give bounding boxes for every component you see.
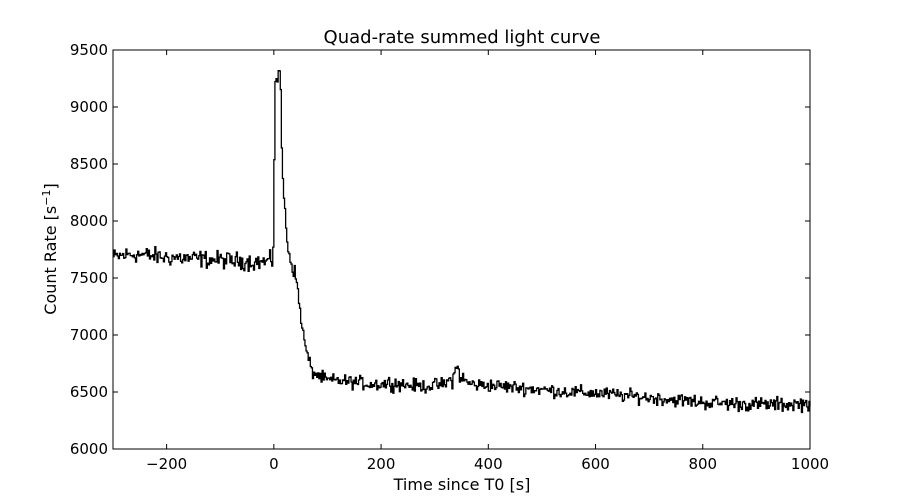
x-tick-label: 0 <box>269 455 279 473</box>
x-axis-label: Time since T0 [s] <box>393 475 531 494</box>
y-tick-label: 7000 <box>70 326 108 344</box>
y-tick-label: 7500 <box>70 269 108 287</box>
x-tick-label: 400 <box>474 455 503 473</box>
y-axis-label: Count Rate [s−1] <box>40 183 61 314</box>
y-axis-ticks: 6000 6500 7000 7500 8000 8500 9000 9500 <box>70 41 810 458</box>
y-axis-label-main: Count Rate [s <box>41 206 60 315</box>
y-tick-label: 9000 <box>70 98 108 116</box>
x-tick-label: 800 <box>688 455 717 473</box>
x-tick-label: 600 <box>581 455 610 473</box>
y-tick-label: 8000 <box>70 212 108 230</box>
light-curve-line <box>113 70 811 414</box>
y-axis-label-close: ] <box>41 183 60 189</box>
plot-frame <box>112 49 811 450</box>
y-tick-label: 6500 <box>70 383 108 401</box>
x-tick-label: 1000 <box>791 455 829 473</box>
x-tick-label: −200 <box>146 455 187 473</box>
chart-title: Quad-rate summed light curve <box>324 27 601 48</box>
y-tick-label: 8500 <box>70 155 108 173</box>
y-tick-label: 6000 <box>70 440 108 458</box>
x-axis-ticks: −200 0 200 400 600 800 1000 <box>146 50 829 473</box>
y-tick-label: 9500 <box>70 41 108 59</box>
x-tick-label: 200 <box>367 455 396 473</box>
plot-area <box>113 70 811 414</box>
y-axis-label-exponent: −1 <box>40 190 53 206</box>
